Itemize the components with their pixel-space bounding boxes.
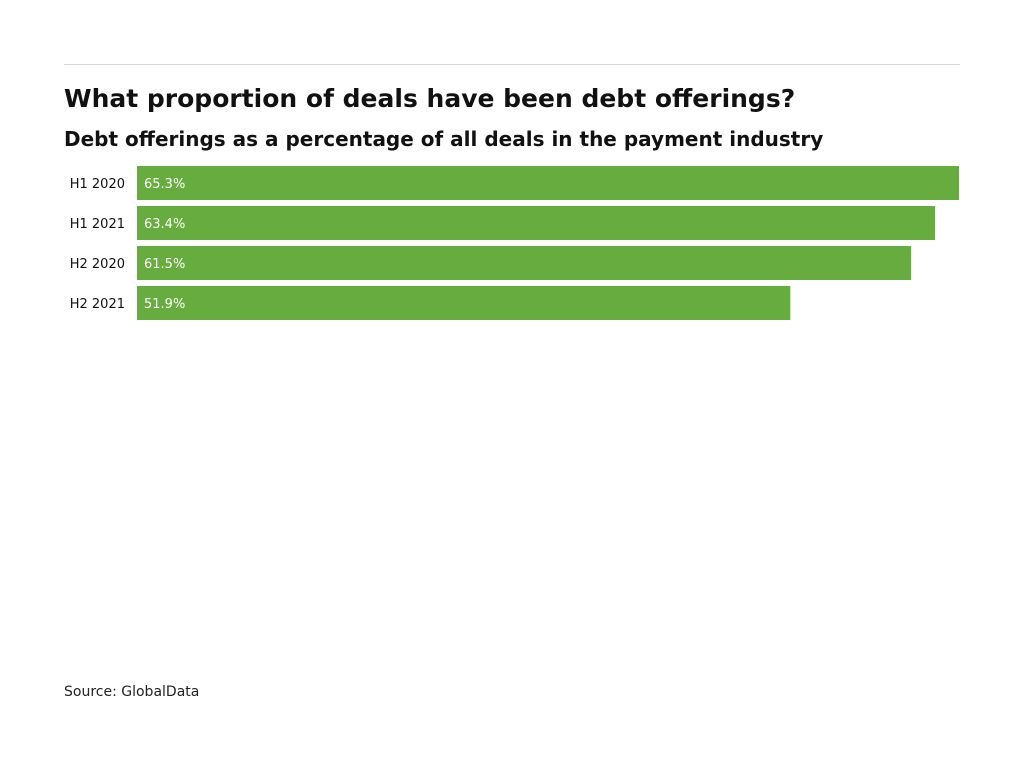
category-label: H1 2020 xyxy=(70,177,125,192)
bar xyxy=(137,166,959,200)
bar-value-label: 65.3% xyxy=(144,177,185,192)
top-divider xyxy=(64,64,960,65)
category-label: H1 2021 xyxy=(70,217,125,232)
bar-value-label: 61.5% xyxy=(144,257,185,272)
bar-chart: H1 2020 65.3% H1 2021 63.4% H2 2020 61.5% H2 2… xyxy=(70,166,959,320)
bar xyxy=(137,246,912,280)
bar-value-label: 63.4% xyxy=(144,217,185,232)
source-note: Source: GlobalData xyxy=(64,684,200,700)
category-label: H2 2021 xyxy=(70,297,125,312)
chart-title: What proportion of deals have been debt … xyxy=(64,84,796,113)
bar xyxy=(137,206,936,240)
plot-area: H1 2020 65.3% H1 2021 63.4% H2 2020 61.5% H2 2… xyxy=(0,160,1024,330)
bar xyxy=(137,286,791,320)
bar-value-label: 51.9% xyxy=(144,297,185,312)
chart-subtitle: Debt offerings as a percentage of all de… xyxy=(64,127,824,151)
category-label: H2 2020 xyxy=(70,257,125,272)
